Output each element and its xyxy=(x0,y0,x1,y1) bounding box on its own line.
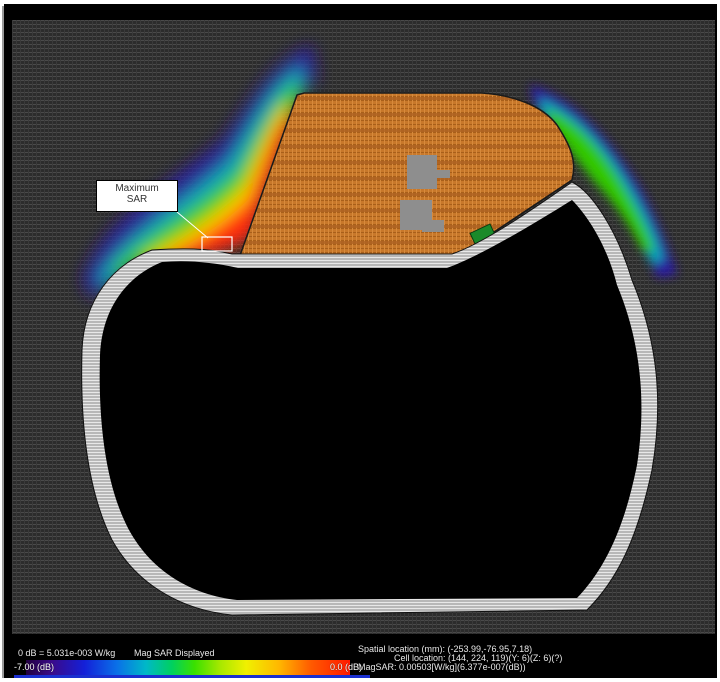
spatial-location: Spatial location (mm): (-253.99,-76.95,7… xyxy=(358,644,533,654)
sar-viewport[interactable] xyxy=(12,20,715,634)
reference-value: 0 dB = 5.031e-003 W/kg xyxy=(18,648,116,658)
callout-line2: SAR xyxy=(126,194,148,205)
window-edge xyxy=(2,6,4,678)
callout-leader xyxy=(176,211,209,239)
sar-visualization xyxy=(12,20,715,634)
mag-sar-readout: MagSAR: 0.00503[W/kg](6.377e-007(dB)) xyxy=(358,662,526,672)
sar-left-halo xyxy=(82,45,317,300)
sar-right-halo xyxy=(530,85,677,278)
colorbar-min-label: -7.00 (dB) xyxy=(14,662,55,672)
display-mode: Mag SAR Displayed xyxy=(134,648,215,658)
tissue-inclusions xyxy=(400,155,450,232)
colorbar-baseline xyxy=(14,675,370,678)
callout-line1: Maximum xyxy=(115,183,159,194)
cell-location: Cell location: (144, 224, 119)(Y: 6)(Z: … xyxy=(394,653,563,663)
colorbar-max-label: 0.0 (dB) xyxy=(330,662,363,672)
max-sar-callout: Maximum SAR xyxy=(96,180,178,212)
max-sar-marker xyxy=(201,236,233,252)
black-cavity xyxy=(99,200,642,600)
sar-colorbar xyxy=(26,660,350,675)
